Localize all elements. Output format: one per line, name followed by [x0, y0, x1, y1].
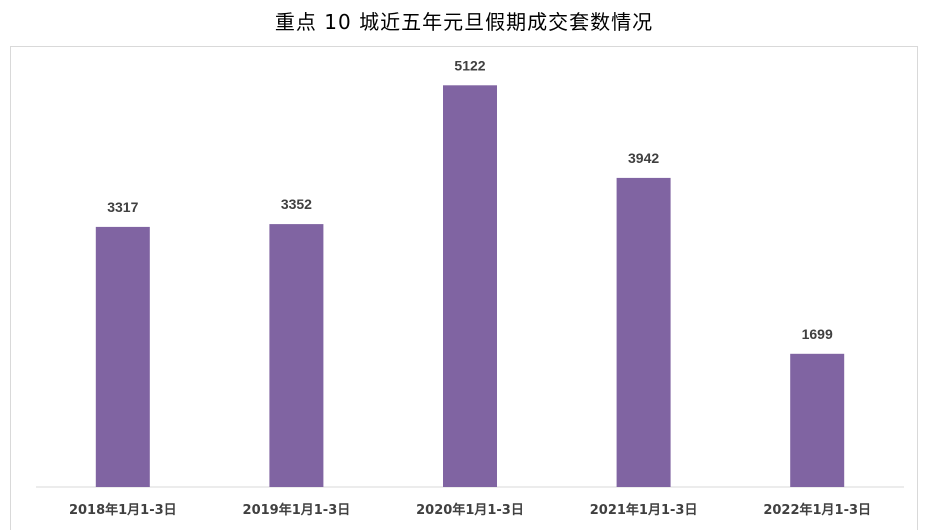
x-tick-label-3: 2020年1月1-3日	[416, 502, 524, 518]
plot-area	[10, 46, 918, 530]
data-label-5: 1699	[802, 326, 833, 342]
bar-3	[443, 85, 497, 488]
x-tick-label-1: 2018年1月1-3日	[69, 502, 177, 518]
x-tick-label-2: 2019年1月1-3日	[243, 502, 351, 518]
data-label-1: 3317	[107, 199, 138, 215]
x-tick-label-4: 2021年1月1-3日	[590, 502, 698, 518]
bar-4	[616, 177, 671, 487]
chart-title: 重点 10 城近五年元旦假期成交套数情况	[274, 10, 654, 34]
x-tick-label-5: 2022年1月1-3日	[763, 502, 871, 518]
bar-5	[790, 353, 845, 487]
tick-labels-group: 2018年1月1-3日 2019年1月1-3日 2020年1月1-3日 2021年1月…	[69, 502, 871, 518]
bar-2	[269, 224, 324, 487]
data-label-4: 3942	[628, 150, 659, 166]
data-label-3: 5122	[454, 57, 485, 73]
data-label-2: 3352	[281, 196, 312, 212]
bar-1	[95, 226, 150, 487]
bars-group	[95, 85, 845, 488]
value-labels-group: 3317 3352 5122 3942 1699	[107, 57, 833, 342]
